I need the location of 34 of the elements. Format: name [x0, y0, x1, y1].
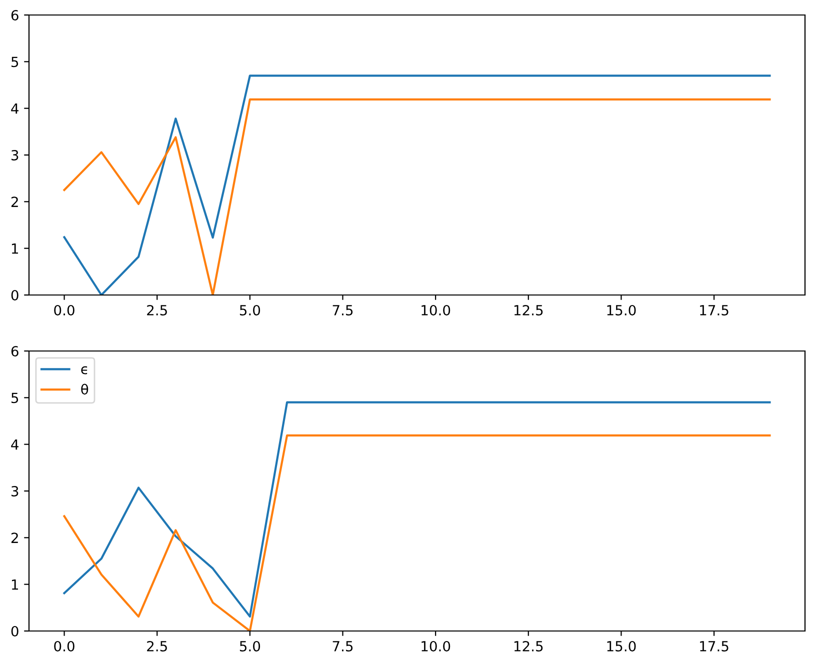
x-tick-label: 15.0: [607, 304, 636, 316]
x-tick-label: 10.0: [422, 304, 450, 316]
y-tick-label: 1: [12, 243, 18, 254]
x-tick-label: 7.5: [332, 305, 353, 316]
line-series: [63, 434, 771, 631]
x-tick-label: 10.0: [422, 640, 450, 652]
legend-label: ϵ: [81, 366, 88, 374]
y-tick-label: 1: [12, 579, 18, 590]
x-tick-label: 0.0: [54, 304, 74, 316]
x-tick-label: 0.0: [54, 640, 74, 652]
x-tick-label: 17.5: [700, 641, 728, 652]
legend-label: θ: [81, 384, 88, 395]
y-tick-label: 5: [12, 56, 18, 68]
x-tick-label: 2.5: [147, 304, 167, 316]
x-tick-label: 15.0: [607, 640, 636, 652]
y-tick-label: 3: [12, 486, 18, 496]
x-tick-label: 12.5: [514, 640, 543, 652]
y-tick-label: 0: [11, 290, 18, 300]
y-tick-label: 6: [11, 346, 18, 356]
y-tick-label: 6: [11, 10, 18, 20]
y-tick-label: 5: [12, 392, 18, 404]
x-tick-label: 2.5: [147, 640, 167, 652]
x-tick-label: 12.5: [514, 304, 543, 316]
y-tick-label: 2: [11, 532, 18, 543]
line-series: [63, 401, 771, 618]
y-tick-label: 4: [11, 439, 18, 450]
y-tick-label: 3: [12, 150, 18, 160]
y-tick-label: 4: [11, 103, 18, 114]
y-tick-label: 0: [11, 626, 18, 636]
x-tick-label: 5.0: [240, 304, 260, 316]
x-tick-label: 17.5: [700, 305, 728, 316]
x-tick-label: 7.5: [332, 641, 353, 652]
y-tick-label: 2: [11, 196, 18, 207]
x-tick-label: 5.0: [240, 640, 260, 652]
